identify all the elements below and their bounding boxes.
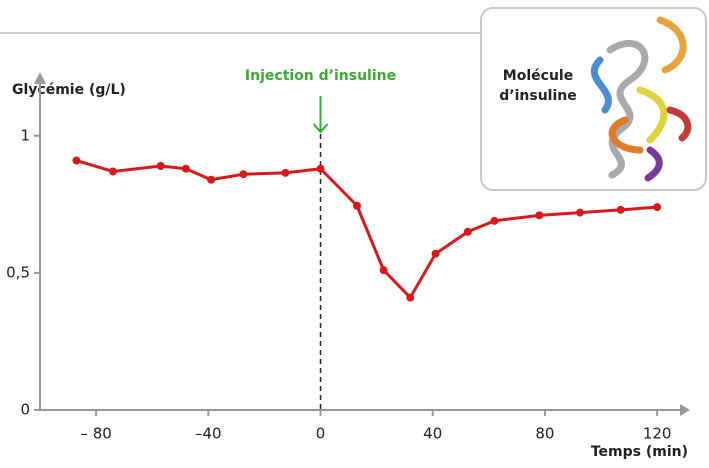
data-point <box>379 266 388 275</box>
data-point <box>108 167 117 176</box>
inset-label: d’insuline <box>499 88 576 104</box>
injection-arrow <box>312 96 329 134</box>
y-axis-label: Glycémie (g/L) <box>12 82 126 98</box>
x-tick-label: – 80 <box>80 425 111 443</box>
inset-label: Molécule <box>503 68 573 84</box>
data-point <box>181 164 190 173</box>
data-point <box>576 208 584 217</box>
y-tick-label: 0 <box>20 401 30 419</box>
data-point <box>535 211 544 220</box>
x-tick-label: 80 <box>535 425 554 443</box>
x-tick-label: –40 <box>195 425 222 443</box>
data-point <box>239 170 248 179</box>
y-arrow <box>34 72 46 84</box>
data-point <box>463 227 472 236</box>
data-point <box>490 216 499 225</box>
data-point <box>352 201 361 210</box>
data-point <box>72 156 81 165</box>
annotation: Injection d’insuline <box>245 68 396 84</box>
x-axis-label: Temps (min) <box>591 444 688 460</box>
molecule <box>590 16 692 182</box>
y-tick-label: 0,5 <box>6 263 30 281</box>
x-tick-label: 40 <box>423 425 442 443</box>
x-tick-label: 0 <box>316 425 326 443</box>
data-point <box>406 293 415 302</box>
data-point <box>207 175 216 184</box>
inset-box <box>480 7 707 191</box>
x-tick-label: 120 <box>643 425 672 443</box>
y-tick-label: 1 <box>20 126 30 144</box>
data-point <box>281 168 290 177</box>
data-point <box>316 164 325 173</box>
data-point <box>653 203 662 212</box>
data-point <box>431 249 440 258</box>
x-arrow <box>680 404 690 416</box>
data-point <box>156 161 165 170</box>
series-line <box>76 159 658 300</box>
data-point <box>616 205 625 214</box>
